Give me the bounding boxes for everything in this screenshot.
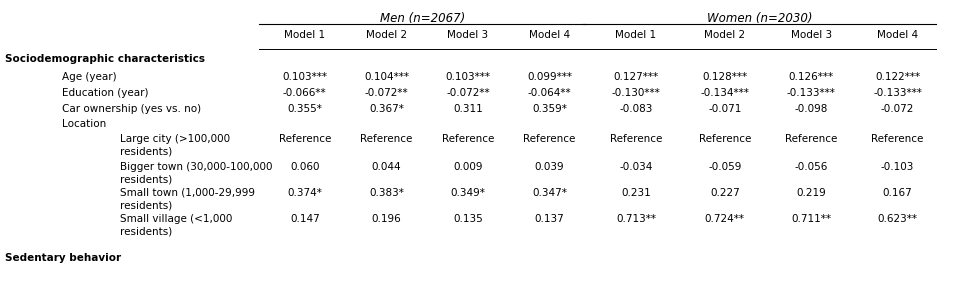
Text: 0.060: 0.060 <box>290 162 320 172</box>
Text: -0.064**: -0.064** <box>528 88 571 98</box>
Text: Women (n=2030): Women (n=2030) <box>707 12 812 25</box>
Text: 0.349*: 0.349* <box>450 188 486 198</box>
Text: Education (year): Education (year) <box>62 88 149 98</box>
Text: -0.103: -0.103 <box>881 162 914 172</box>
Text: Sedentary behavior: Sedentary behavior <box>5 253 121 263</box>
Text: 0.724**: 0.724** <box>705 214 745 224</box>
Text: 0.103***: 0.103*** <box>445 72 491 82</box>
Text: 0.104***: 0.104*** <box>364 72 409 82</box>
Text: Age (year): Age (year) <box>62 72 117 82</box>
Text: Model 4: Model 4 <box>529 30 570 40</box>
Text: 0.196: 0.196 <box>372 214 401 224</box>
Text: -0.056: -0.056 <box>795 162 828 172</box>
Text: 0.623**: 0.623** <box>877 214 918 224</box>
Text: 0.711**: 0.711** <box>791 214 831 224</box>
Text: Men (n=2067): Men (n=2067) <box>380 12 465 25</box>
Text: -0.059: -0.059 <box>708 162 741 172</box>
Text: 0.227: 0.227 <box>710 188 739 198</box>
Text: 0.231: 0.231 <box>621 188 651 198</box>
Text: Large city (>100,000
residents): Large city (>100,000 residents) <box>120 134 230 156</box>
Text: 0.127***: 0.127*** <box>613 72 659 82</box>
Text: Bigger town (30,000-100,000
residents): Bigger town (30,000-100,000 residents) <box>120 162 273 184</box>
Text: -0.083: -0.083 <box>619 104 653 114</box>
Text: -0.133***: -0.133*** <box>874 88 922 98</box>
Text: Model 1: Model 1 <box>615 30 657 40</box>
Text: Reference: Reference <box>523 134 576 144</box>
Text: 0.009: 0.009 <box>453 162 483 172</box>
Text: Reference: Reference <box>278 134 331 144</box>
Text: Reference: Reference <box>872 134 924 144</box>
Text: 0.103***: 0.103*** <box>282 72 327 82</box>
Text: Model 3: Model 3 <box>791 30 831 40</box>
Text: -0.071: -0.071 <box>708 104 741 114</box>
Text: Model 1: Model 1 <box>284 30 325 40</box>
Text: Reference: Reference <box>785 134 837 144</box>
Text: 0.122***: 0.122*** <box>875 72 921 82</box>
Text: 0.355*: 0.355* <box>287 104 323 114</box>
Text: -0.066**: -0.066** <box>283 88 326 98</box>
Text: 0.099***: 0.099*** <box>527 72 572 82</box>
Text: 0.039: 0.039 <box>535 162 564 172</box>
Text: 0.219: 0.219 <box>797 188 826 198</box>
Text: Reference: Reference <box>610 134 662 144</box>
Text: Location: Location <box>62 119 107 129</box>
Text: 0.374*: 0.374* <box>287 188 323 198</box>
Text: 0.137: 0.137 <box>535 214 564 224</box>
Text: 0.367*: 0.367* <box>369 104 404 114</box>
Text: Small village (<1,000
residents): Small village (<1,000 residents) <box>120 214 232 236</box>
Text: Reference: Reference <box>699 134 751 144</box>
Text: Model 4: Model 4 <box>877 30 918 40</box>
Text: 0.126***: 0.126*** <box>788 72 834 82</box>
Text: 0.347*: 0.347* <box>532 188 567 198</box>
Text: 0.128***: 0.128*** <box>702 72 748 82</box>
Text: Reference: Reference <box>360 134 413 144</box>
Text: -0.034: -0.034 <box>619 162 653 172</box>
Text: Car ownership (yes vs. no): Car ownership (yes vs. no) <box>62 104 202 114</box>
Text: -0.133***: -0.133*** <box>787 88 835 98</box>
Text: Sociodemographic characteristics: Sociodemographic characteristics <box>5 54 204 64</box>
Text: 0.147: 0.147 <box>290 214 320 224</box>
Text: -0.072**: -0.072** <box>446 88 490 98</box>
Text: 0.135: 0.135 <box>453 214 483 224</box>
Text: -0.072: -0.072 <box>881 104 914 114</box>
Text: Model 2: Model 2 <box>366 30 407 40</box>
Text: Model 2: Model 2 <box>705 30 745 40</box>
Text: Reference: Reference <box>442 134 494 144</box>
Text: Model 3: Model 3 <box>447 30 489 40</box>
Text: -0.134***: -0.134*** <box>701 88 749 98</box>
Text: -0.098: -0.098 <box>795 104 828 114</box>
Text: 0.044: 0.044 <box>372 162 401 172</box>
Text: 0.167: 0.167 <box>883 188 912 198</box>
Text: Small town (1,000-29,999
residents): Small town (1,000-29,999 residents) <box>120 188 255 210</box>
Text: 0.383*: 0.383* <box>369 188 404 198</box>
Text: 0.359*: 0.359* <box>532 104 567 114</box>
Text: 0.311: 0.311 <box>453 104 483 114</box>
Text: -0.072**: -0.072** <box>365 88 408 98</box>
Text: -0.130***: -0.130*** <box>612 88 660 98</box>
Text: 0.713**: 0.713** <box>616 214 656 224</box>
